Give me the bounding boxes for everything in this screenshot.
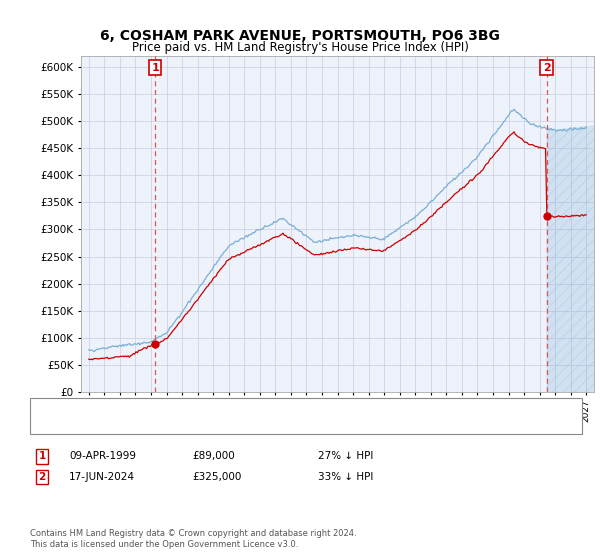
Text: 27% ↓ HPI: 27% ↓ HPI [318,451,373,461]
Text: HPI: Average price, detached house, Portsmouth: HPI: Average price, detached house, Port… [93,420,330,430]
Text: 2: 2 [543,63,551,73]
Text: 6, COSHAM PARK AVENUE, PORTSMOUTH, PO6 3BG (detached house): 6, COSHAM PARK AVENUE, PORTSMOUTH, PO6 3… [93,403,432,413]
Text: 1: 1 [151,63,159,73]
Text: Contains HM Land Registry data © Crown copyright and database right 2024.
This d: Contains HM Land Registry data © Crown c… [30,529,356,549]
Text: 2: 2 [38,472,46,482]
Text: £89,000: £89,000 [192,451,235,461]
Text: Price paid vs. HM Land Registry's House Price Index (HPI): Price paid vs. HM Land Registry's House … [131,41,469,54]
Text: ─────: ───── [42,418,79,431]
Text: 09-APR-1999: 09-APR-1999 [69,451,136,461]
Text: ─────: ───── [42,402,79,414]
Text: 6, COSHAM PARK AVENUE, PORTSMOUTH, PO6 3BG: 6, COSHAM PARK AVENUE, PORTSMOUTH, PO6 3… [100,29,500,44]
Text: 33% ↓ HPI: 33% ↓ HPI [318,472,373,482]
Text: £325,000: £325,000 [192,472,241,482]
Text: 1: 1 [38,451,46,461]
Text: 17-JUN-2024: 17-JUN-2024 [69,472,135,482]
